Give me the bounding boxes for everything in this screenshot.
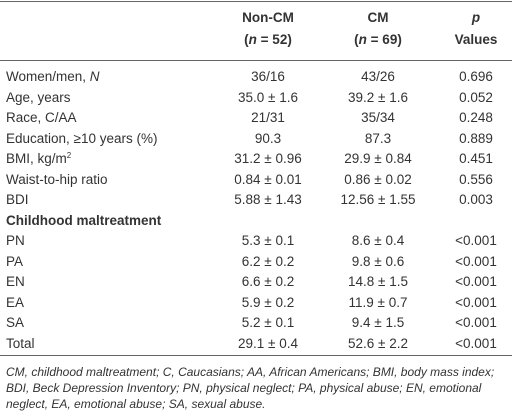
column-header: Values	[421, 31, 512, 48]
table-cell: <0.001	[455, 253, 497, 269]
table-cell: 14.8 ± 1.5	[348, 274, 408, 289]
text-segment: (	[244, 32, 249, 47]
table-cell: <0.001	[455, 233, 497, 248]
table-cell: 31.2 ± 0.96	[234, 151, 302, 166]
table-cell: 43/26	[361, 69, 395, 84]
text-segment: BMI, kg/m	[6, 151, 67, 166]
row-label: SA	[6, 314, 24, 331]
table-cell: 39.2 ± 1.6	[348, 89, 408, 105]
table-cell: 52.6 ± 2.2	[348, 335, 408, 351]
row-label: Women/men, N	[6, 68, 100, 85]
row-label: PN	[6, 232, 25, 249]
table-cell: 0.696	[459, 69, 493, 84]
table-cell: 12.56 ± 1.55	[340, 192, 416, 207]
table-cell: 5.88 ± 1.43	[234, 192, 302, 207]
text-segment: SA	[6, 315, 25, 330]
top-rule	[0, 1, 512, 2]
table-cell: 6.2 ± 0.2	[241, 253, 295, 269]
text-segment: Education, ≥10 years (%)	[6, 130, 158, 146]
row-label: EN	[6, 273, 25, 290]
text-segment: EA	[6, 294, 25, 310]
footnote: CM, childhood maltreatment; C, Caucasian…	[6, 365, 495, 411]
row-label: Waist-to-hip ratio	[6, 171, 108, 188]
table-cell: 11.9 ± 0.7	[348, 294, 408, 310]
table-cell: 35/34	[361, 110, 395, 125]
table-cell: 9.4 ± 1.5	[351, 315, 405, 330]
text-segment: Women/men,	[6, 69, 90, 84]
column-header: Non-CM	[213, 9, 323, 26]
text-segment: EN	[6, 274, 25, 289]
text-segment: (	[354, 32, 359, 47]
row-label: Education, ≥10 years (%)	[6, 130, 157, 147]
text-segment: 2	[66, 151, 72, 160]
row-label: Total	[6, 335, 35, 352]
row-label: BMI, kg/m2	[6, 150, 71, 167]
table-cell: <0.001	[455, 274, 497, 289]
table-cell: 0.248	[459, 110, 493, 125]
table-cell: <0.001	[455, 335, 497, 351]
table-cell: 0.556	[459, 171, 493, 187]
table-cell: 35.0 ± 1.6	[238, 89, 298, 105]
row-label: Age, years	[6, 89, 71, 106]
text-segment: = 52)	[256, 32, 292, 47]
table-cell: 29.9 ± 0.84	[344, 151, 412, 166]
text-segment: Age, years	[6, 89, 71, 105]
text-segment: n	[358, 32, 367, 47]
table-cell: 0.889	[459, 130, 493, 146]
table-cell: 0.052	[459, 89, 493, 105]
text-segment: Race, C/AA	[6, 110, 77, 125]
table-cell: 36/16	[251, 69, 285, 84]
table-cell: 8.6 ± 0.4	[351, 233, 405, 248]
text-segment: Childhood maltreatment	[6, 212, 162, 228]
text-segment: CM	[367, 10, 389, 25]
table-cell: 0.451	[459, 151, 493, 166]
text-segment: n	[248, 32, 257, 47]
row-label: PA	[6, 253, 23, 270]
text-segment: Total	[6, 335, 35, 351]
header-rule	[0, 60, 512, 61]
column-header: (n = 69)	[323, 31, 433, 48]
table-cell: 0.84 ± 0.01	[234, 171, 302, 187]
table-cell: 5.2 ± 0.1	[241, 315, 295, 330]
text-segment: N	[89, 69, 100, 84]
text-segment: Non-CM	[242, 10, 294, 25]
text-segment: BDI	[6, 192, 29, 207]
row-label: Race, C/AA	[6, 109, 77, 126]
row-label: BDI	[6, 191, 29, 208]
text-segment: PN	[6, 233, 25, 248]
text-segment: Values	[454, 32, 498, 47]
bottom-rule	[0, 355, 512, 356]
row-label: EA	[6, 294, 24, 311]
section-heading: Childhood maltreatment	[6, 212, 161, 229]
table-cell: <0.001	[455, 294, 497, 310]
text-segment: PA	[6, 253, 24, 269]
table-cell: 0.86 ± 0.02	[344, 171, 412, 187]
table-cell: 90.3	[254, 130, 282, 146]
column-header: p	[421, 9, 512, 26]
table-cell: 6.6 ± 0.2	[241, 274, 295, 289]
table-cell: 5.9 ± 0.2	[241, 294, 295, 310]
table-cell: 0.003	[459, 192, 493, 207]
text-segment: = 69)	[366, 32, 402, 47]
table-cell: 87.3	[364, 130, 392, 146]
table-cell: <0.001	[455, 315, 497, 330]
column-header: CM	[323, 9, 433, 26]
table-cell: 21/31	[251, 110, 285, 125]
text-segment: p	[471, 10, 481, 25]
table-cell: 29.1 ± 0.4	[238, 335, 298, 351]
table-cell: 9.8 ± 0.6	[351, 253, 405, 269]
text-segment: Waist-to-hip ratio	[6, 171, 108, 187]
table-cell: 5.3 ± 0.1	[241, 233, 295, 248]
column-header: (n = 52)	[213, 31, 323, 48]
